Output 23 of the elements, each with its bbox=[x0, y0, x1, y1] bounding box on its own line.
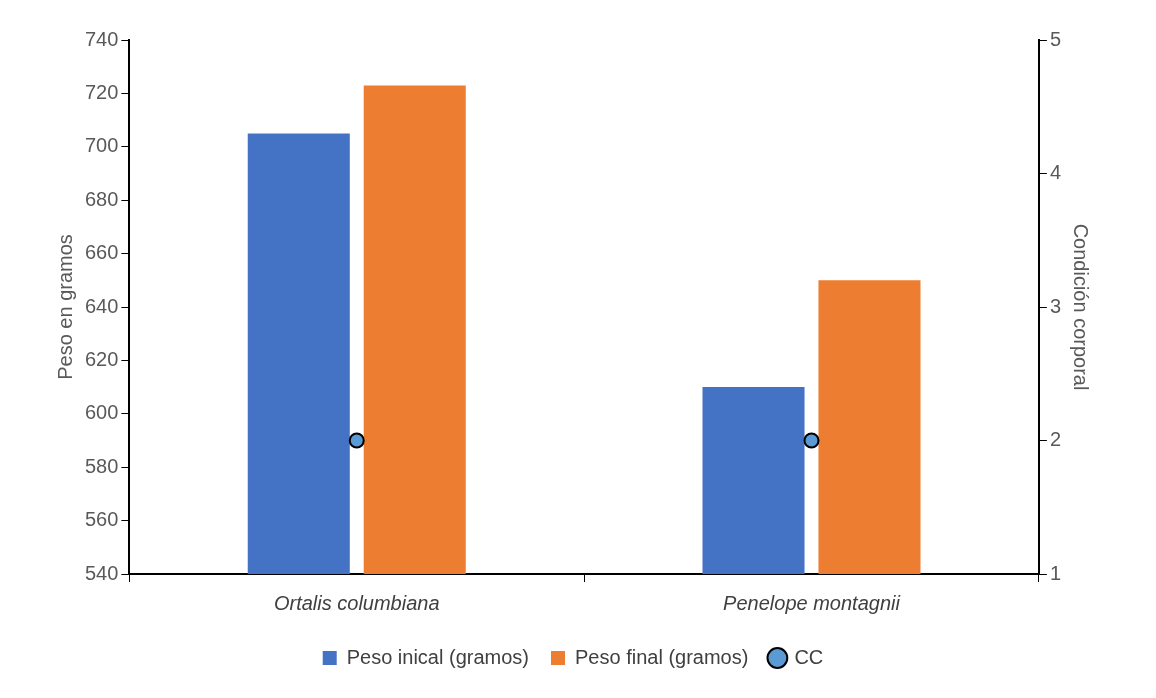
y-tick-label: 680 bbox=[84, 187, 119, 210]
y-tick-label: 620 bbox=[84, 347, 119, 370]
y-tick-label: 700 bbox=[84, 134, 119, 157]
y2-tick-label: 5 bbox=[1049, 27, 1061, 50]
y-tick-label: 640 bbox=[84, 294, 119, 317]
y-tick-label: 720 bbox=[84, 80, 119, 103]
y-tick-label: 740 bbox=[84, 27, 119, 50]
y2-tick-label: 4 bbox=[1049, 161, 1061, 184]
legend-label: CC bbox=[794, 645, 824, 668]
x-tick-label: Penelope montagnii bbox=[723, 591, 901, 614]
y-tick-label: 560 bbox=[84, 508, 119, 531]
legend-label: Peso inical (gramos) bbox=[346, 645, 530, 668]
y-tick-label: 660 bbox=[84, 241, 119, 264]
y2-tick-label: 1 bbox=[1049, 561, 1061, 584]
y2-axis-title: Condición corporal bbox=[1070, 223, 1093, 391]
y2-tick-label: 3 bbox=[1049, 294, 1061, 317]
y-tick-label: 540 bbox=[84, 561, 119, 584]
y2-tick-label: 2 bbox=[1049, 428, 1061, 451]
y-tick-label: 600 bbox=[84, 401, 119, 424]
x-tick-label: Ortalis columbiana bbox=[273, 591, 440, 614]
y-axis-title: Peso en gramos bbox=[53, 234, 76, 380]
legend-label: Peso final (gramos) bbox=[575, 645, 749, 668]
y-tick-label: 580 bbox=[84, 454, 119, 477]
